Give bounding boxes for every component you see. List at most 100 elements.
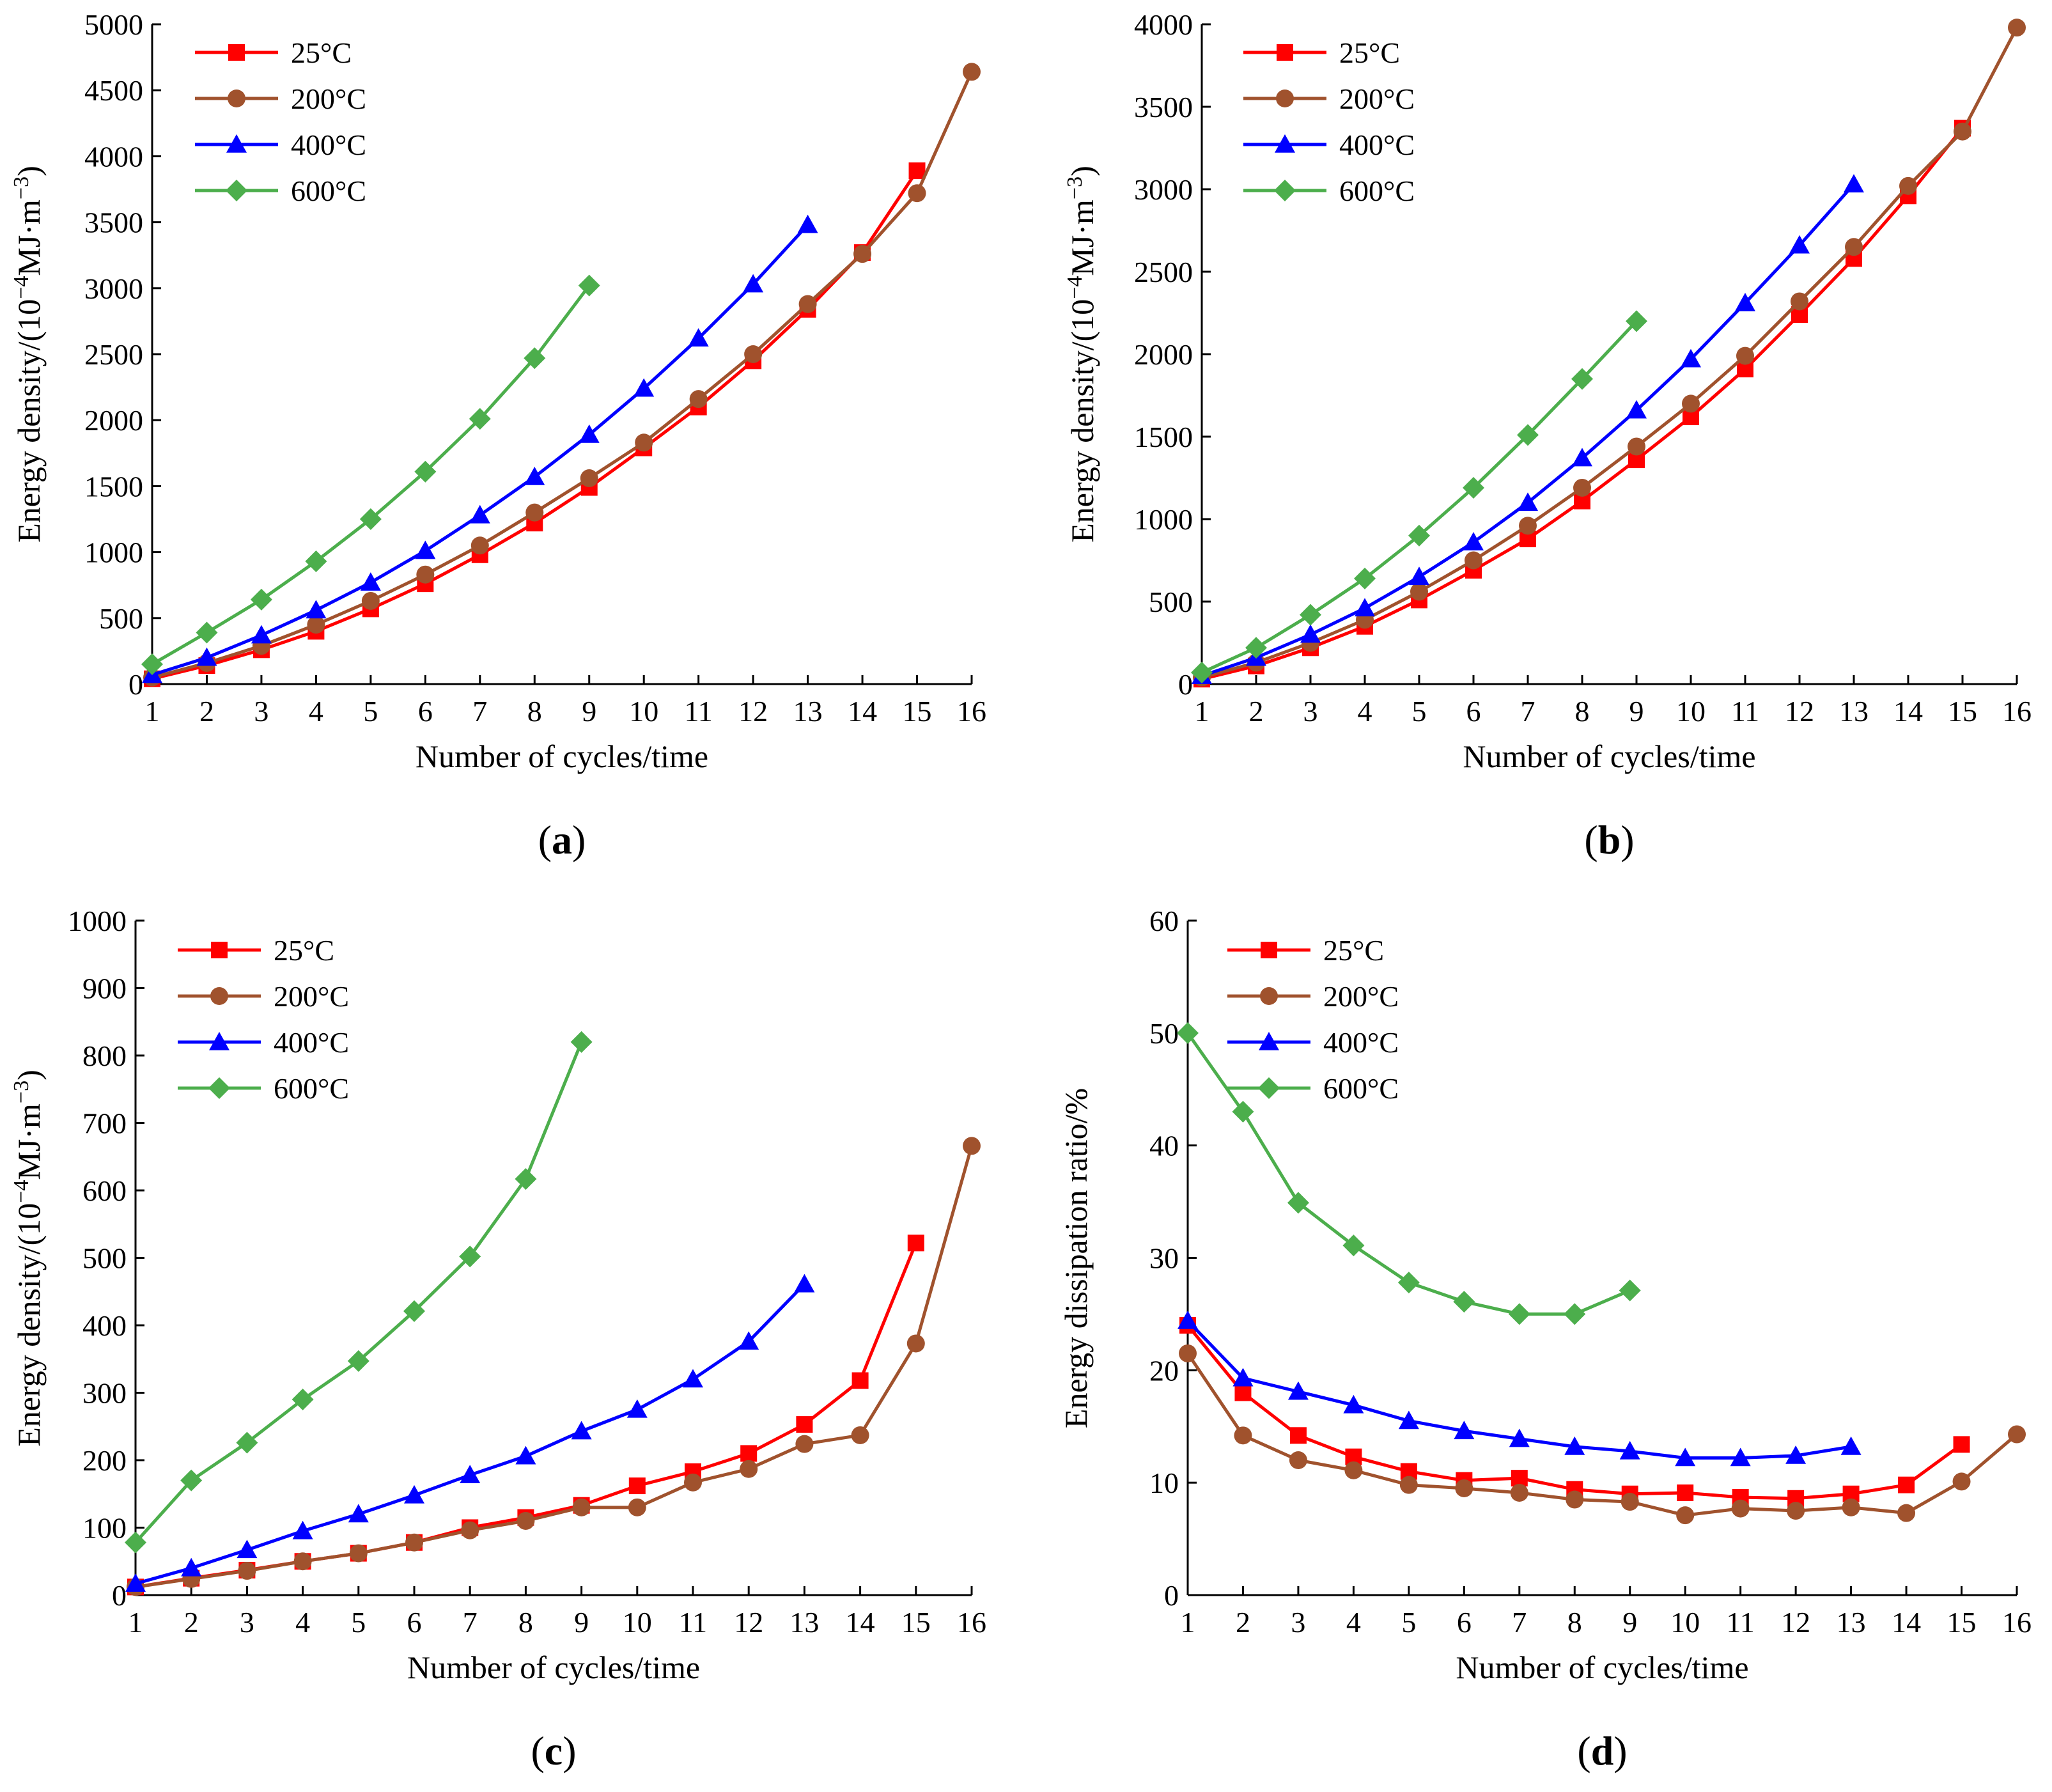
data-point bbox=[797, 214, 818, 233]
legend-marker bbox=[209, 1032, 229, 1050]
x-tick-label: 3 bbox=[1303, 695, 1318, 728]
panel-label-part: d bbox=[1591, 1728, 1614, 1773]
x-tick-label: 2 bbox=[184, 1606, 199, 1639]
data-point bbox=[460, 1465, 481, 1484]
data-point bbox=[744, 345, 763, 363]
y-tick-label: 0 bbox=[1164, 1579, 1179, 1612]
data-point bbox=[1455, 1479, 1473, 1497]
data-point bbox=[1675, 1447, 1696, 1467]
data-point bbox=[684, 1473, 702, 1492]
x-tick-label: 15 bbox=[903, 695, 932, 728]
x-tick-label: 11 bbox=[1727, 1606, 1755, 1639]
data-point bbox=[307, 616, 325, 634]
panel-label-part: ( bbox=[1584, 817, 1597, 862]
data-point bbox=[1564, 1436, 1585, 1455]
legend-label: 600°C bbox=[1339, 175, 1415, 207]
data-point bbox=[1177, 1022, 1199, 1044]
data-point bbox=[1791, 292, 1808, 311]
y-axis-title-part: ) bbox=[1064, 166, 1100, 176]
y-tick-label: 2000 bbox=[84, 404, 143, 437]
y-tick-label: 300 bbox=[82, 1377, 127, 1410]
panel-label: (c) bbox=[531, 1728, 576, 1773]
data-point bbox=[1410, 582, 1428, 601]
data-point bbox=[180, 1469, 203, 1492]
legend-marker bbox=[1259, 1032, 1279, 1050]
y-tick-label: 30 bbox=[1149, 1242, 1179, 1275]
x-tick-label: 11 bbox=[679, 1606, 707, 1639]
x-tick-label: 15 bbox=[1948, 695, 1977, 728]
panel-label-part: ) bbox=[1613, 1728, 1627, 1773]
y-axis-title-part: Energy density/(10 bbox=[1064, 299, 1100, 543]
series-200°C bbox=[1193, 19, 2026, 687]
data-point bbox=[347, 1350, 369, 1372]
data-point bbox=[683, 1369, 703, 1388]
y-tick-label: 100 bbox=[82, 1512, 127, 1545]
y-axis-title-part: ) bbox=[11, 1070, 47, 1080]
data-point bbox=[291, 1389, 314, 1411]
y-tick-label: 3000 bbox=[1134, 173, 1193, 206]
data-point bbox=[1342, 1235, 1365, 1257]
data-point bbox=[1344, 1461, 1363, 1479]
x-tick-label: 8 bbox=[518, 1606, 533, 1639]
x-axis-title: Number of cycles/time bbox=[407, 1649, 700, 1685]
x-tick-label: 9 bbox=[574, 1606, 589, 1639]
x-tick-label: 2 bbox=[199, 695, 214, 728]
legend-marker bbox=[226, 180, 247, 201]
data-point bbox=[1840, 1436, 1862, 1455]
y-tick-label: 40 bbox=[1149, 1130, 1179, 1162]
data-point bbox=[1453, 1291, 1475, 1313]
data-point bbox=[1178, 1310, 1198, 1329]
x-axis-title: Number of cycles/time bbox=[1456, 1649, 1748, 1685]
data-point bbox=[1354, 567, 1376, 589]
data-point bbox=[1787, 1502, 1805, 1520]
legend-label: 400°C bbox=[1323, 1026, 1399, 1059]
data-point bbox=[1518, 492, 1538, 511]
x-tick-label: 3 bbox=[1291, 1606, 1305, 1639]
data-point bbox=[517, 1511, 535, 1530]
data-point bbox=[1191, 661, 1213, 683]
x-tick-label: 5 bbox=[1412, 695, 1427, 728]
panel-label: (d) bbox=[1577, 1728, 1627, 1773]
legend-marker bbox=[1258, 1077, 1280, 1099]
legend-marker bbox=[1274, 180, 1296, 201]
y-axis-title-superscript: −3 bbox=[1063, 176, 1087, 199]
data-point bbox=[1408, 524, 1430, 547]
data-point bbox=[1845, 238, 1863, 256]
series-200°C bbox=[127, 1137, 981, 1596]
series-line bbox=[1201, 127, 1964, 681]
x-tick-label: 13 bbox=[1837, 1606, 1866, 1639]
x-tick-label: 12 bbox=[1781, 1606, 1810, 1639]
y-axis-title-part: MJ·m bbox=[11, 1103, 47, 1180]
data-point bbox=[1511, 1470, 1528, 1487]
legend-label: 25°C bbox=[274, 934, 334, 967]
data-point bbox=[251, 625, 272, 644]
x-tick-label: 11 bbox=[685, 695, 713, 728]
data-point bbox=[469, 504, 490, 524]
data-point bbox=[571, 1421, 592, 1440]
x-tick-label: 13 bbox=[789, 1606, 819, 1639]
x-tick-label: 7 bbox=[463, 1606, 478, 1639]
legend-label: 600°C bbox=[1323, 1072, 1399, 1105]
x-tick-label: 14 bbox=[848, 695, 877, 728]
data-point bbox=[1735, 293, 1755, 311]
data-point bbox=[628, 1477, 646, 1495]
x-tick-label: 1 bbox=[1181, 1606, 1195, 1639]
x-tick-label: 8 bbox=[527, 695, 542, 728]
y-axis-title: Energy density/(10−4MJ·m−3) bbox=[1063, 166, 1101, 542]
data-point bbox=[1677, 1484, 1694, 1501]
data-point bbox=[1463, 476, 1484, 499]
data-point bbox=[1789, 235, 1810, 254]
legend-label: 200°C bbox=[274, 980, 349, 1013]
data-point bbox=[738, 1331, 759, 1350]
data-point bbox=[570, 1031, 593, 1053]
data-point bbox=[907, 1235, 924, 1252]
series-25°C bbox=[1193, 120, 1971, 688]
data-point bbox=[963, 63, 981, 81]
data-point bbox=[250, 588, 272, 611]
y-tick-label: 1000 bbox=[84, 536, 143, 569]
x-tick-label: 6 bbox=[418, 695, 433, 728]
x-tick-label: 4 bbox=[1346, 1606, 1361, 1639]
data-point bbox=[196, 647, 217, 666]
chart-panel-d: 1 2 3 4 5 6 7 8 9 10 11 12 13 14 15 160102030405060Numb… bbox=[1058, 905, 2032, 1773]
data-point bbox=[1454, 1421, 1475, 1440]
